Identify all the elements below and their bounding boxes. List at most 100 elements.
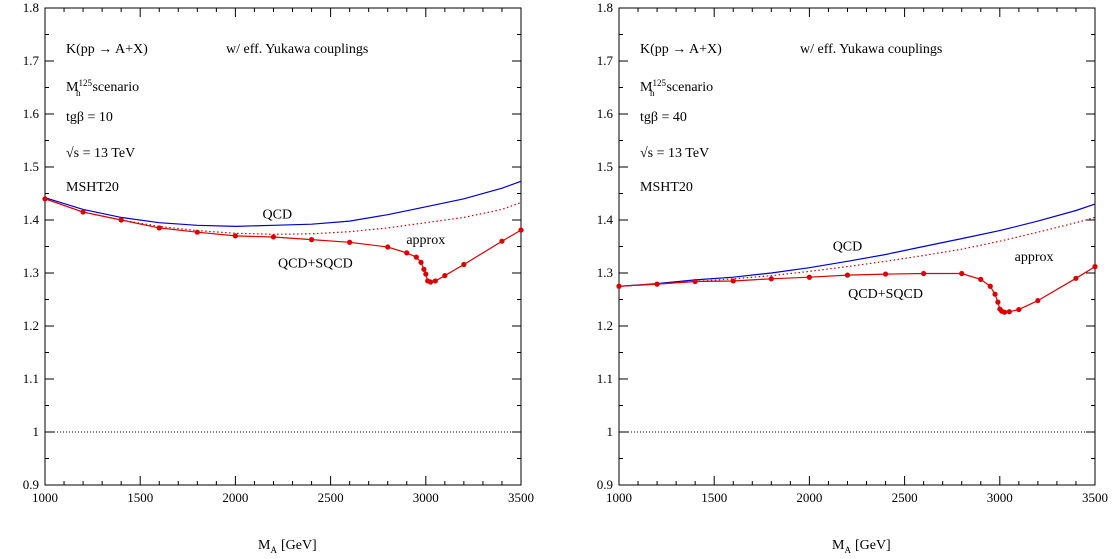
x-tick-label: 3000 <box>413 490 439 505</box>
data-point <box>421 266 427 272</box>
y-tick-label: 1 <box>33 424 40 439</box>
x-tick-label: 3500 <box>508 490 534 505</box>
scenario-label: M125 h scenario <box>640 78 713 98</box>
data-point <box>80 209 86 215</box>
series-line-qcd <box>618 203 1096 287</box>
data-point <box>270 234 277 240</box>
series-label: approx <box>406 233 445 248</box>
series-label: approx <box>1015 250 1054 265</box>
x-tick-label: 2000 <box>796 490 822 505</box>
data-point <box>442 273 448 279</box>
data-point <box>423 271 429 277</box>
data-point <box>1035 297 1041 304</box>
data-point <box>432 278 438 284</box>
y-tick-label: 1.3 <box>23 265 39 280</box>
data-point <box>499 238 505 244</box>
series-label: QCD <box>833 240 863 255</box>
x-tick-label: 1500 <box>127 490 153 505</box>
data-point <box>992 291 998 297</box>
y-tick-label: 1.7 <box>23 53 40 68</box>
tanbeta-label: tgβ = 40 <box>640 110 687 125</box>
scenario-label: M125 h scenario <box>66 78 139 98</box>
series-line-qcd <box>44 180 522 228</box>
y-tick-label: 1.5 <box>23 159 39 174</box>
data-point <box>418 259 424 265</box>
energy-label: √s = 13 TeV <box>640 146 709 161</box>
data-point <box>978 276 984 282</box>
x-tick-label: 1500 <box>701 490 727 505</box>
data-point <box>987 283 993 289</box>
x-tick-label: 1000 <box>32 490 58 505</box>
y-tick-label: 1.3 <box>597 265 613 280</box>
tanbeta-label: tgβ = 10 <box>66 110 113 125</box>
y-tick-label: 1.8 <box>597 0 613 15</box>
data-point <box>308 237 315 243</box>
y-tick-label: 0.9 <box>23 477 39 492</box>
x-tick-label: 2000 <box>222 490 248 505</box>
y-tick-label: 1.4 <box>23 212 40 227</box>
right-plot-panel: 1000 1500 2000 2500 3000 3500 0.9 1 1.1 1.2 1.3 1.4… <box>597 0 1108 555</box>
y-tick-label: 1.2 <box>597 318 613 333</box>
series-label: QCD <box>263 207 293 222</box>
x-tick-label: 3500 <box>1082 490 1108 505</box>
series-label: QCD+SQCD <box>848 287 923 302</box>
series-label: QCD+SQCD <box>278 257 353 272</box>
process-label: K(pp → A+X) <box>640 42 722 57</box>
data-point <box>232 233 238 239</box>
data-point <box>654 281 660 287</box>
data-point <box>921 270 927 277</box>
data-point <box>461 261 467 268</box>
data-point <box>118 217 124 223</box>
x-axis-label: MA [GeV] <box>258 538 317 555</box>
data-point <box>1001 309 1008 315</box>
y-tick-label: 1.4 <box>597 212 614 227</box>
data-point <box>42 196 48 202</box>
x-tick-label: 2500 <box>318 490 344 505</box>
data-point <box>692 278 698 285</box>
data-point <box>882 271 889 277</box>
y-tick-label: 1.8 <box>23 0 39 15</box>
data-point <box>995 299 1001 305</box>
data-point <box>413 254 419 260</box>
pdf-label: MSHT20 <box>640 180 693 195</box>
y-tick-label: 0.9 <box>597 477 613 492</box>
y-tick-label: 1.2 <box>23 318 39 333</box>
process-label: K(pp → A+X) <box>66 42 148 57</box>
x-tick-label: 2500 <box>892 490 918 505</box>
data-point <box>768 276 774 282</box>
data-point <box>518 227 524 233</box>
data-point <box>616 283 622 289</box>
data-point <box>959 270 965 277</box>
data-point <box>844 272 851 278</box>
data-point <box>385 244 391 250</box>
data-point <box>156 225 162 231</box>
left-plot-panel: 1000 1500 2000 2500 3000 3500 0.9 1 1.1 1.2 1.3 1.4… <box>23 0 534 555</box>
pdf-label: MSHT20 <box>66 180 119 195</box>
y-tick-label: 1.6 <box>597 106 614 121</box>
data-point <box>806 274 813 280</box>
y-tick-label: 1.5 <box>597 159 613 174</box>
data-point <box>1016 306 1022 313</box>
x-axis-label: MA [GeV] <box>832 538 891 555</box>
data-point <box>1092 264 1098 270</box>
data-point <box>404 250 410 256</box>
y-tick-label: 1 <box>607 424 614 439</box>
yukawa-label: w/ eff. Yukawa couplings <box>226 42 368 57</box>
data-point <box>427 279 434 285</box>
y-tick-label: 1.1 <box>23 371 39 386</box>
yukawa-label: w/ eff. Yukawa couplings <box>800 42 942 57</box>
series-line-approx <box>618 216 1096 287</box>
y-tick-label: 1.7 <box>597 53 614 68</box>
data-point <box>730 278 736 284</box>
data-point <box>1073 275 1079 281</box>
x-tick-label: 3000 <box>987 490 1013 505</box>
y-tick-label: 1.6 <box>23 106 40 121</box>
y-tick-label: 1.1 <box>597 371 613 386</box>
x-tick-label: 1000 <box>606 490 632 505</box>
data-point <box>1006 309 1012 315</box>
series-line-qcd-sqcd <box>44 198 522 283</box>
data-point <box>347 239 353 245</box>
energy-label: √s = 13 TeV <box>66 146 135 161</box>
series-line-qcd-sqcd <box>618 266 1096 313</box>
